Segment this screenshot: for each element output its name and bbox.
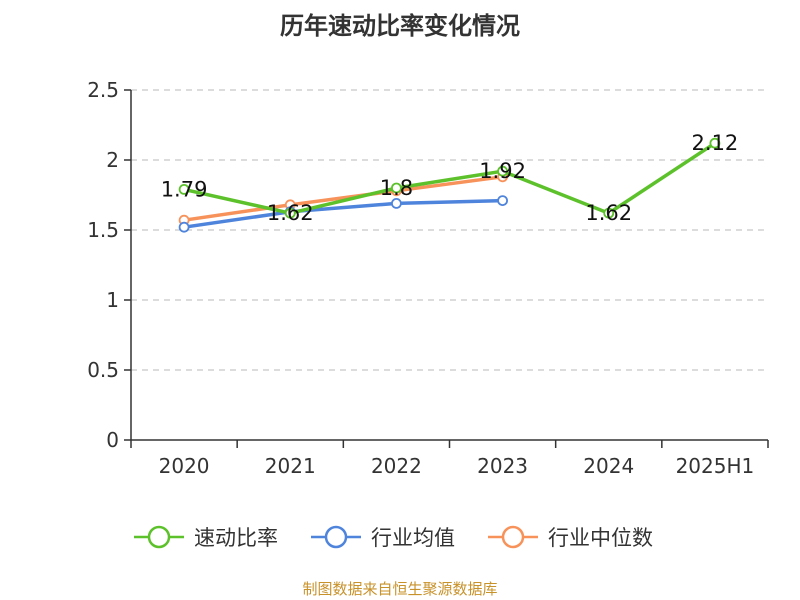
x-tick-label: 2022: [371, 454, 422, 478]
series-line: [183, 141, 716, 215]
data-point: [178, 221, 190, 233]
y-tick-label: 2.5: [87, 78, 119, 102]
data-point: [497, 165, 508, 177]
y-tick-label: 1: [106, 288, 119, 312]
x-tick-label: 2021: [265, 454, 316, 478]
legend-label: 行业中位数: [548, 526, 653, 550]
data-label: 2.12: [692, 131, 739, 155]
y-tick-label: 0: [106, 428, 119, 452]
legend-marker: [324, 525, 348, 549]
data-point: [391, 182, 402, 194]
x-tick-label: 2023: [477, 454, 528, 478]
data-point: [603, 207, 615, 219]
legend-label: 行业均值: [371, 526, 455, 550]
legend-item[interactable]: 行业中位数: [488, 525, 653, 550]
data-label: 1.79: [161, 177, 208, 201]
data-point: [391, 197, 402, 209]
legend-item[interactable]: 行业均值: [311, 525, 455, 550]
source-note: 制图数据来自恒生聚源数据库: [302, 580, 498, 598]
legend-marker: [501, 525, 525, 549]
data-label: 1.62: [267, 201, 314, 225]
y-tick-label: 0.5: [87, 358, 119, 382]
legend-item[interactable]: 速动比率: [134, 525, 278, 550]
legend[interactable]: 速动比率 行业均值 行业中位数: [134, 525, 653, 550]
y-tick-label: 1.5: [87, 218, 119, 242]
data-point: [709, 137, 721, 149]
data-label: 1.92: [479, 159, 526, 183]
data-point: [284, 207, 296, 219]
y-tick-label: 2: [106, 148, 119, 172]
series-lines: [178, 137, 721, 233]
legend-label: 速动比率: [194, 526, 278, 550]
x-tick-label: 2020: [159, 454, 210, 478]
series-line: [183, 175, 503, 222]
axes: 0 0.5 1 1.5 2 2.5 2020 2021 2022 2023 2024 2025H1: [87, 78, 769, 478]
data-point: [178, 183, 190, 195]
data-label: 1.8: [380, 176, 413, 200]
chart-title: 历年速动比率变化情况: [280, 12, 520, 40]
data-point: [497, 195, 508, 207]
legend-marker: [147, 525, 171, 549]
x-tick-label: 2024: [583, 454, 634, 478]
data-labels: 1.79 1.62 1.8 1.92 1.62 2.12: [161, 131, 739, 225]
grid-lines: [131, 89, 768, 371]
x-tick-label: 2025H1: [676, 454, 755, 478]
series-line: [183, 198, 503, 229]
data-label: 1.62: [585, 201, 632, 225]
